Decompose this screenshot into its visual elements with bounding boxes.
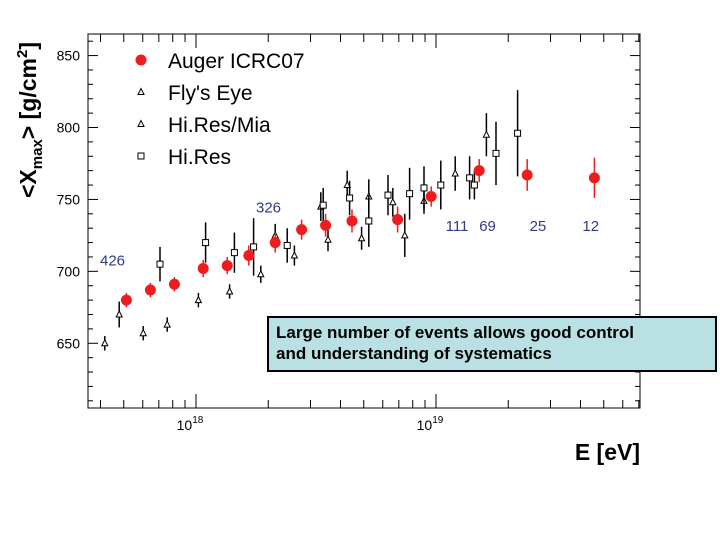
data-point (521, 169, 533, 181)
x-tick-label: 1019 (417, 415, 444, 433)
legend-label: Hi.Res (168, 146, 231, 169)
event-count-label: 111 (446, 218, 469, 235)
x-tick-label: 1018 (177, 415, 204, 433)
annotation-callout: Large number of events allows good contr… (267, 316, 717, 372)
data-point (466, 174, 474, 182)
series-auger-icrc07 (120, 157, 600, 308)
event-count-label: 326 (256, 199, 281, 216)
legend-marker (137, 119, 145, 127)
data-point (388, 197, 397, 206)
legend-marker (135, 54, 147, 66)
data-point (256, 269, 265, 278)
data-point (514, 129, 522, 137)
data-point (384, 191, 392, 199)
data-point (482, 130, 491, 138)
event-count-label: 69 (479, 218, 496, 235)
data-point (357, 233, 366, 242)
y-tick-label: 650 (57, 335, 81, 351)
data-point (202, 239, 210, 247)
data-point (400, 230, 409, 239)
data-point (197, 262, 209, 274)
data-point (168, 278, 180, 290)
data-point (346, 215, 358, 227)
data-point (343, 180, 352, 189)
data-point (324, 235, 332, 243)
event-count-label: 12 (582, 218, 599, 235)
data-point (221, 260, 233, 272)
legend-marker (137, 87, 145, 95)
y-axis-title: <Xmax> [g/cm2] (14, 42, 46, 198)
legend-label: Auger ICRC07 (168, 50, 305, 73)
legend-marker (137, 152, 145, 160)
data-point (100, 338, 109, 347)
data-point (406, 190, 414, 198)
y-tick-label: 750 (57, 191, 81, 207)
event-count-label: 25 (530, 218, 547, 235)
data-point (451, 168, 460, 177)
data-point (470, 181, 478, 189)
series-hi-res (156, 90, 522, 282)
legend-label: Hi.Res/Mia (168, 114, 271, 137)
data-point (120, 294, 132, 306)
y-tick-label: 800 (57, 120, 81, 136)
data-point (115, 309, 124, 318)
series-fly-s-eye (100, 113, 491, 351)
data-point (492, 149, 500, 157)
data-point (392, 214, 404, 226)
data-point (243, 250, 255, 262)
y-tick-label: 850 (57, 48, 81, 64)
data-point (588, 172, 600, 184)
data-point (420, 184, 428, 192)
data-point (320, 219, 332, 231)
data-point (437, 181, 445, 189)
data-point (296, 224, 308, 236)
data-point (250, 243, 258, 251)
data-point (139, 328, 148, 337)
data-point (319, 201, 327, 209)
legend-label: Fly's Eye (168, 82, 253, 105)
data-point (473, 165, 485, 177)
data-point (269, 237, 281, 249)
y-tick-label: 700 (57, 263, 81, 279)
annotation-line-1: Large number of events allows good contr… (276, 323, 634, 342)
data-point (225, 286, 234, 295)
data-point (365, 217, 373, 225)
data-point (144, 284, 156, 296)
annotation-line-2: and understanding of systematics (276, 344, 552, 363)
data-point (346, 194, 354, 202)
data-point (163, 319, 172, 328)
data-point (194, 295, 203, 304)
event-count-label: 426 (100, 253, 125, 270)
data-point (230, 249, 238, 257)
data-point (283, 241, 291, 249)
data-point (425, 191, 437, 203)
data-point (156, 260, 164, 268)
y-axis-title-text: <Xmax> [g/cm2] (14, 42, 46, 198)
x-axis-title: E [eV] (575, 439, 640, 465)
data-point (290, 250, 299, 259)
